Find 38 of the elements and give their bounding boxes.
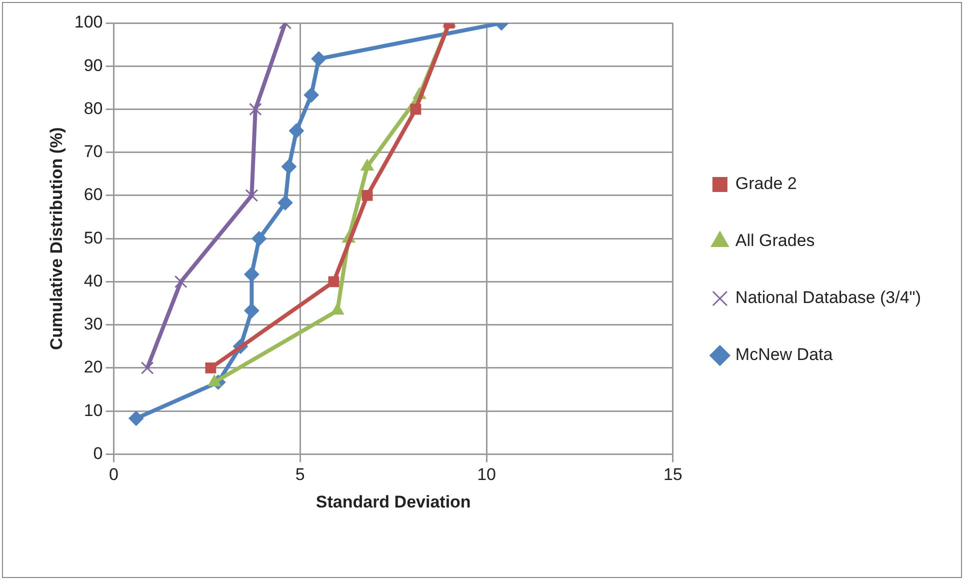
y-tick-label: 50 (84, 228, 103, 248)
point (278, 195, 293, 210)
point (281, 159, 296, 174)
y-tick-label: 0 (93, 444, 103, 463)
point (304, 88, 319, 103)
point (410, 104, 422, 115)
point (244, 303, 260, 318)
y-tick-label: 100 (74, 12, 103, 32)
x-tick-label: 5 (295, 465, 305, 484)
point (174, 275, 188, 288)
y-tick-label: 90 (84, 56, 103, 75)
legend-label: National Database (3/4") (735, 288, 922, 308)
x-axis-title: Standard Deviation (316, 492, 471, 512)
y-tick-label: 40 (84, 271, 103, 290)
y-tick-label: 20 (84, 358, 103, 377)
point (362, 190, 373, 201)
point (252, 231, 267, 246)
x-tick-label: 10 (477, 465, 496, 484)
point (245, 189, 258, 202)
y-axis-title: Cumulative Distribution (%) (46, 127, 66, 350)
point (288, 123, 304, 138)
y-tick-label: 70 (84, 142, 103, 162)
y-tick-label: 80 (84, 98, 103, 118)
y-tick-label: 10 (84, 400, 103, 420)
y-tick-label: 30 (84, 314, 103, 334)
point (140, 362, 154, 374)
legend-label: Grade 2 (735, 174, 797, 194)
x-tick-label: 0 (109, 465, 118, 484)
point (205, 362, 216, 374)
legend-label: McNew Data (735, 345, 834, 364)
point (249, 102, 262, 116)
point (244, 266, 260, 282)
point (311, 51, 326, 66)
point (328, 276, 340, 288)
x-tick-label: 15 (663, 465, 682, 484)
point (128, 410, 144, 426)
y-tick-label: 60 (84, 185, 103, 204)
legend-label: All Grades (735, 231, 815, 250)
